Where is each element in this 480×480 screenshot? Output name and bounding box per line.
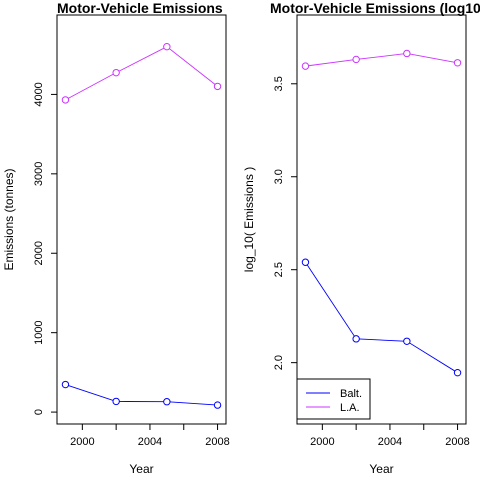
data-point <box>403 49 411 58</box>
x-tick-label: 2008 <box>205 436 229 448</box>
x-tick-label: 2000 <box>70 436 94 448</box>
data-point <box>112 397 120 406</box>
data-point <box>403 337 411 345</box>
data-point <box>163 398 171 406</box>
data-point <box>453 368 462 377</box>
data-point <box>453 59 462 67</box>
data-point <box>213 401 222 409</box>
chart-title: Motor-Vehicle Emissions <box>57 0 223 16</box>
series-line-la <box>65 46 218 101</box>
x-tick-label: 2000 <box>310 436 334 448</box>
y-tick-label: 3.5 <box>273 76 285 91</box>
legend-box <box>296 378 371 420</box>
x-tick-label: 2008 <box>445 436 469 448</box>
y-tick-label: 3.0 <box>273 169 285 184</box>
plot-frame <box>56 14 227 425</box>
right-panel: Motor-Vehicle Emissions (log10) 2000 2004 2… <box>242 0 480 476</box>
y-tick-label: 4000 <box>33 82 45 106</box>
y-tick-label: 3000 <box>33 162 45 186</box>
series-line-la <box>305 53 458 67</box>
y-axis-label: log_10( Emissions ) <box>242 167 256 272</box>
left-panel: Motor-Vehicle Emissions 2000 2004 2008 0 1000… <box>2 0 230 476</box>
data-point <box>61 96 70 104</box>
legend-label: L.A. <box>340 402 360 414</box>
y-axis-label: Emissions (tonnes) <box>2 168 16 270</box>
data-point <box>301 62 310 70</box>
legend-label: Balt. <box>340 388 362 400</box>
data-point <box>112 68 120 77</box>
data-point <box>352 55 360 64</box>
y-tick-label: 2.5 <box>273 262 285 277</box>
x-axis-label: Year <box>369 462 393 476</box>
y-tick-label: 2.0 <box>273 355 285 370</box>
series-line-balt <box>65 384 218 406</box>
data-point <box>352 335 360 343</box>
plot-frame <box>296 14 467 425</box>
chart-title: Motor-Vehicle Emissions (log10) <box>270 0 480 16</box>
x-axis-label: Year <box>129 462 153 476</box>
x-tick-label: 2004 <box>138 436 162 448</box>
data-point <box>163 42 171 51</box>
y-tick-label: 0 <box>33 409 45 415</box>
data-point <box>61 380 70 389</box>
y-tick-label: 1000 <box>33 320 45 344</box>
series-line-balt <box>305 262 458 374</box>
x-tick-label: 2004 <box>378 436 402 448</box>
y-tick-label: 2000 <box>33 241 45 265</box>
data-point <box>301 258 310 266</box>
data-point <box>213 82 222 91</box>
